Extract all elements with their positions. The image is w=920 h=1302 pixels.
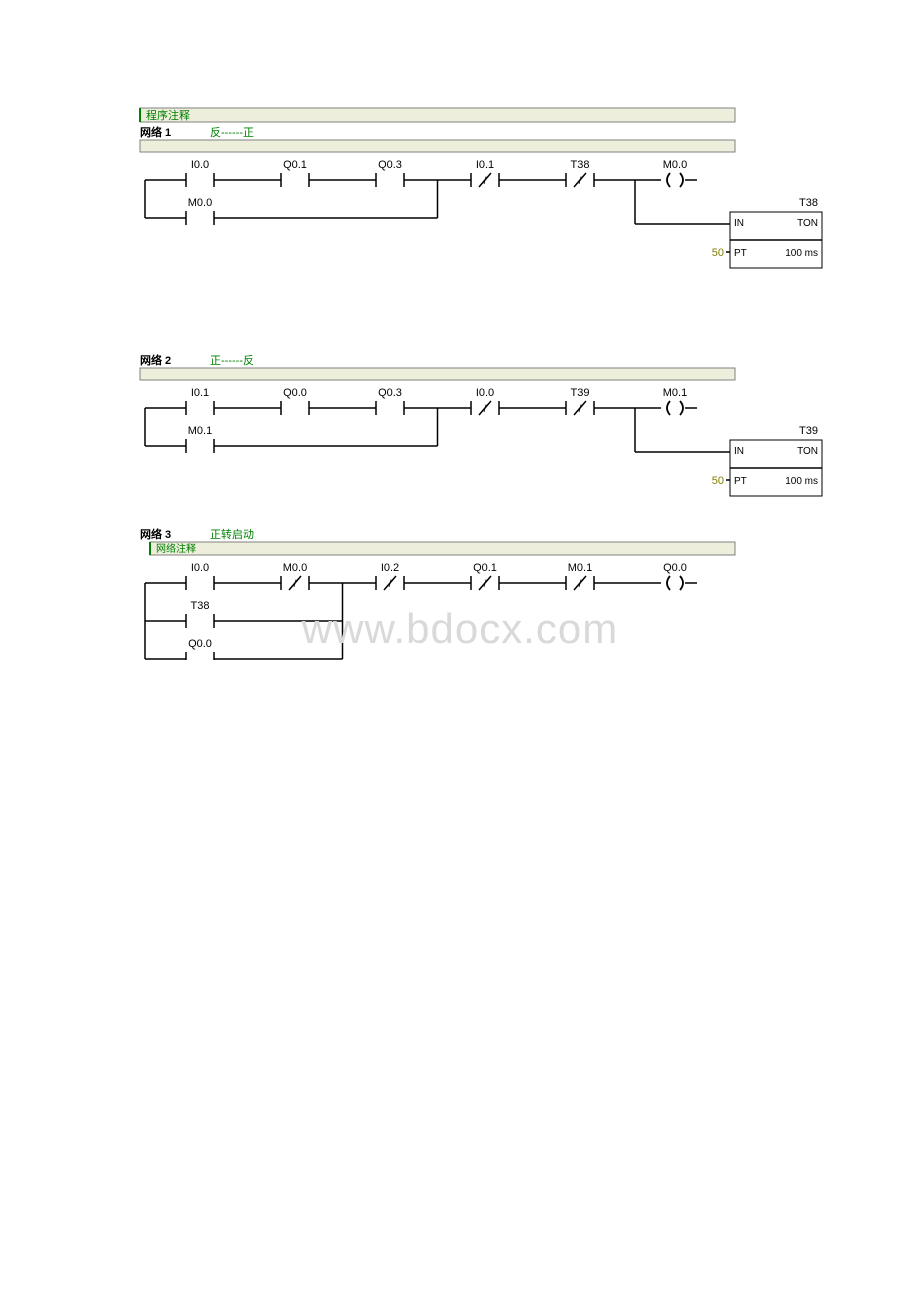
svg-text:I0.2: I0.2 [381,562,399,574]
svg-text:网络 1: 网络 1 [140,125,171,139]
svg-text:/: / [579,176,582,187]
svg-text:/: / [484,579,487,590]
svg-text:网络注释: 网络注释 [156,542,196,555]
svg-text:T39: T39 [571,387,590,399]
svg-text:T39: T39 [799,425,818,437]
svg-text:/: / [294,579,297,590]
svg-text:I0.0: I0.0 [191,159,209,171]
svg-text:I0.0: I0.0 [476,387,494,399]
svg-text:正------反: 正------反 [210,354,254,367]
svg-text:Q0.0: Q0.0 [283,387,307,399]
svg-text:反------正: 反------正 [210,126,254,139]
svg-text:IN: IN [734,446,744,457]
svg-text:100 ms: 100 ms [785,248,818,259]
svg-text:M0.0: M0.0 [283,562,307,574]
svg-text:M0.1: M0.1 [568,562,592,574]
svg-text:Q0.3: Q0.3 [378,159,402,171]
svg-text:Q0.0: Q0.0 [663,562,687,574]
svg-text:M0.1: M0.1 [663,387,687,399]
svg-text:I0.0: I0.0 [191,562,209,574]
svg-text:Q0.1: Q0.1 [473,562,497,574]
ladder-diagram: 程序注释网络 1 反------正 I0.0 Q0.1 Q0.3 I0.1 / T38 / M0.… [0,0,920,660]
svg-text:PT: PT [734,476,747,487]
svg-text:M0.0: M0.0 [663,159,687,171]
svg-text:网络 3: 网络 3 [140,527,171,541]
svg-text:I0.1: I0.1 [191,387,209,399]
svg-text:T38: T38 [191,600,210,612]
svg-text:M0.0: M0.0 [188,197,212,209]
svg-text:Q0.3: Q0.3 [378,387,402,399]
svg-text:I0.1: I0.1 [476,159,494,171]
svg-text:M0.1: M0.1 [188,425,212,437]
svg-text:/: / [484,176,487,187]
svg-text:程序注释: 程序注释 [146,108,190,122]
svg-text:Q0.1: Q0.1 [283,159,307,171]
svg-text:网络 2: 网络 2 [140,353,171,367]
svg-text:正转启动: 正转启动 [210,527,254,541]
page-container: www.bdocx.com 程序注释网络 1反------正I0.0Q0.1Q0… [0,0,920,1302]
svg-text:/: / [484,404,487,415]
svg-text:50: 50 [712,247,724,259]
svg-text:T38: T38 [799,197,818,209]
svg-text:/: / [579,404,582,415]
svg-text:T38: T38 [571,159,590,171]
svg-text:/: / [389,579,392,590]
svg-text:50: 50 [712,475,724,487]
svg-text:Q0.0: Q0.0 [188,638,212,650]
svg-text:PT: PT [734,248,747,259]
svg-text:/: / [579,579,582,590]
svg-text:TON: TON [797,218,818,229]
svg-text:100 ms: 100 ms [785,476,818,487]
svg-text:TON: TON [797,446,818,457]
svg-text:IN: IN [734,218,744,229]
